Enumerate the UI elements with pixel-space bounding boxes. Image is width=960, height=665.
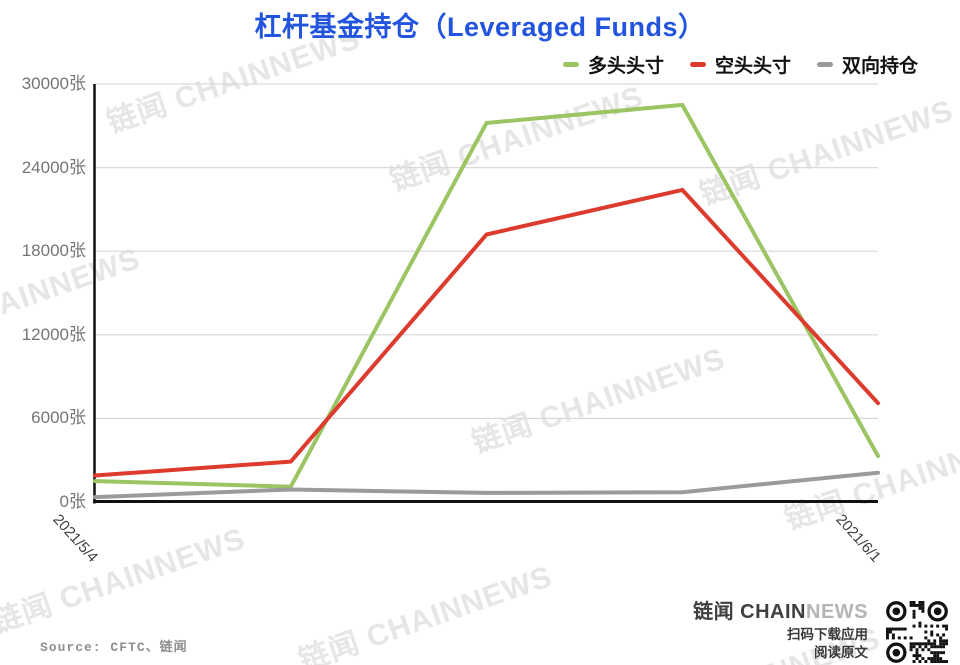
qr-caption-download: 扫码下载应用 [787,627,868,642]
legend-label: 多头头寸 [587,56,664,77]
y-axis-tick-label: 6000张 [31,408,86,428]
legend-swatch [562,62,579,67]
legend-item: 双向持仓 [816,51,918,78]
source-label: Source: CFTC、链闻 [40,640,188,655]
y-axis-tick-label: 12000张 [21,324,86,344]
y-axis-tick-label: 18000张 [21,241,86,261]
logo-text-light: NEWS [806,601,868,623]
y-axis-tick-label: 24000张 [21,157,86,177]
qr-code [886,601,948,663]
qr-caption-read: 阅读原文 [814,644,868,660]
chainnews-brand-block: 链闻 CHAINNEWS 扫码下载应用 阅读原文 [693,602,868,659]
logo-text-dark: 链闻 CHAIN [693,601,806,623]
legend-label: 双向持仓 [841,56,918,77]
y-axis-tick-label: 30000张 [21,74,86,93]
y-axis-tick-label: 0张 [59,492,86,511]
legend-item: 空头头寸 [689,51,791,78]
series-line-short [93,187,880,478]
legend-swatch [689,62,706,67]
legend: 多头头寸 空头头寸 双向持仓 [562,51,918,78]
chainnews-logo: 链闻 CHAINNEWS [693,602,868,622]
legend-item: 多头头寸 [562,51,664,78]
series-line-dual [93,470,880,500]
series-line-long [93,102,880,489]
legend-label: 空头头寸 [714,56,791,77]
legend-swatch [816,62,833,67]
chart-title: 杠杆基金持仓（Leveraged Funds） [254,12,706,42]
